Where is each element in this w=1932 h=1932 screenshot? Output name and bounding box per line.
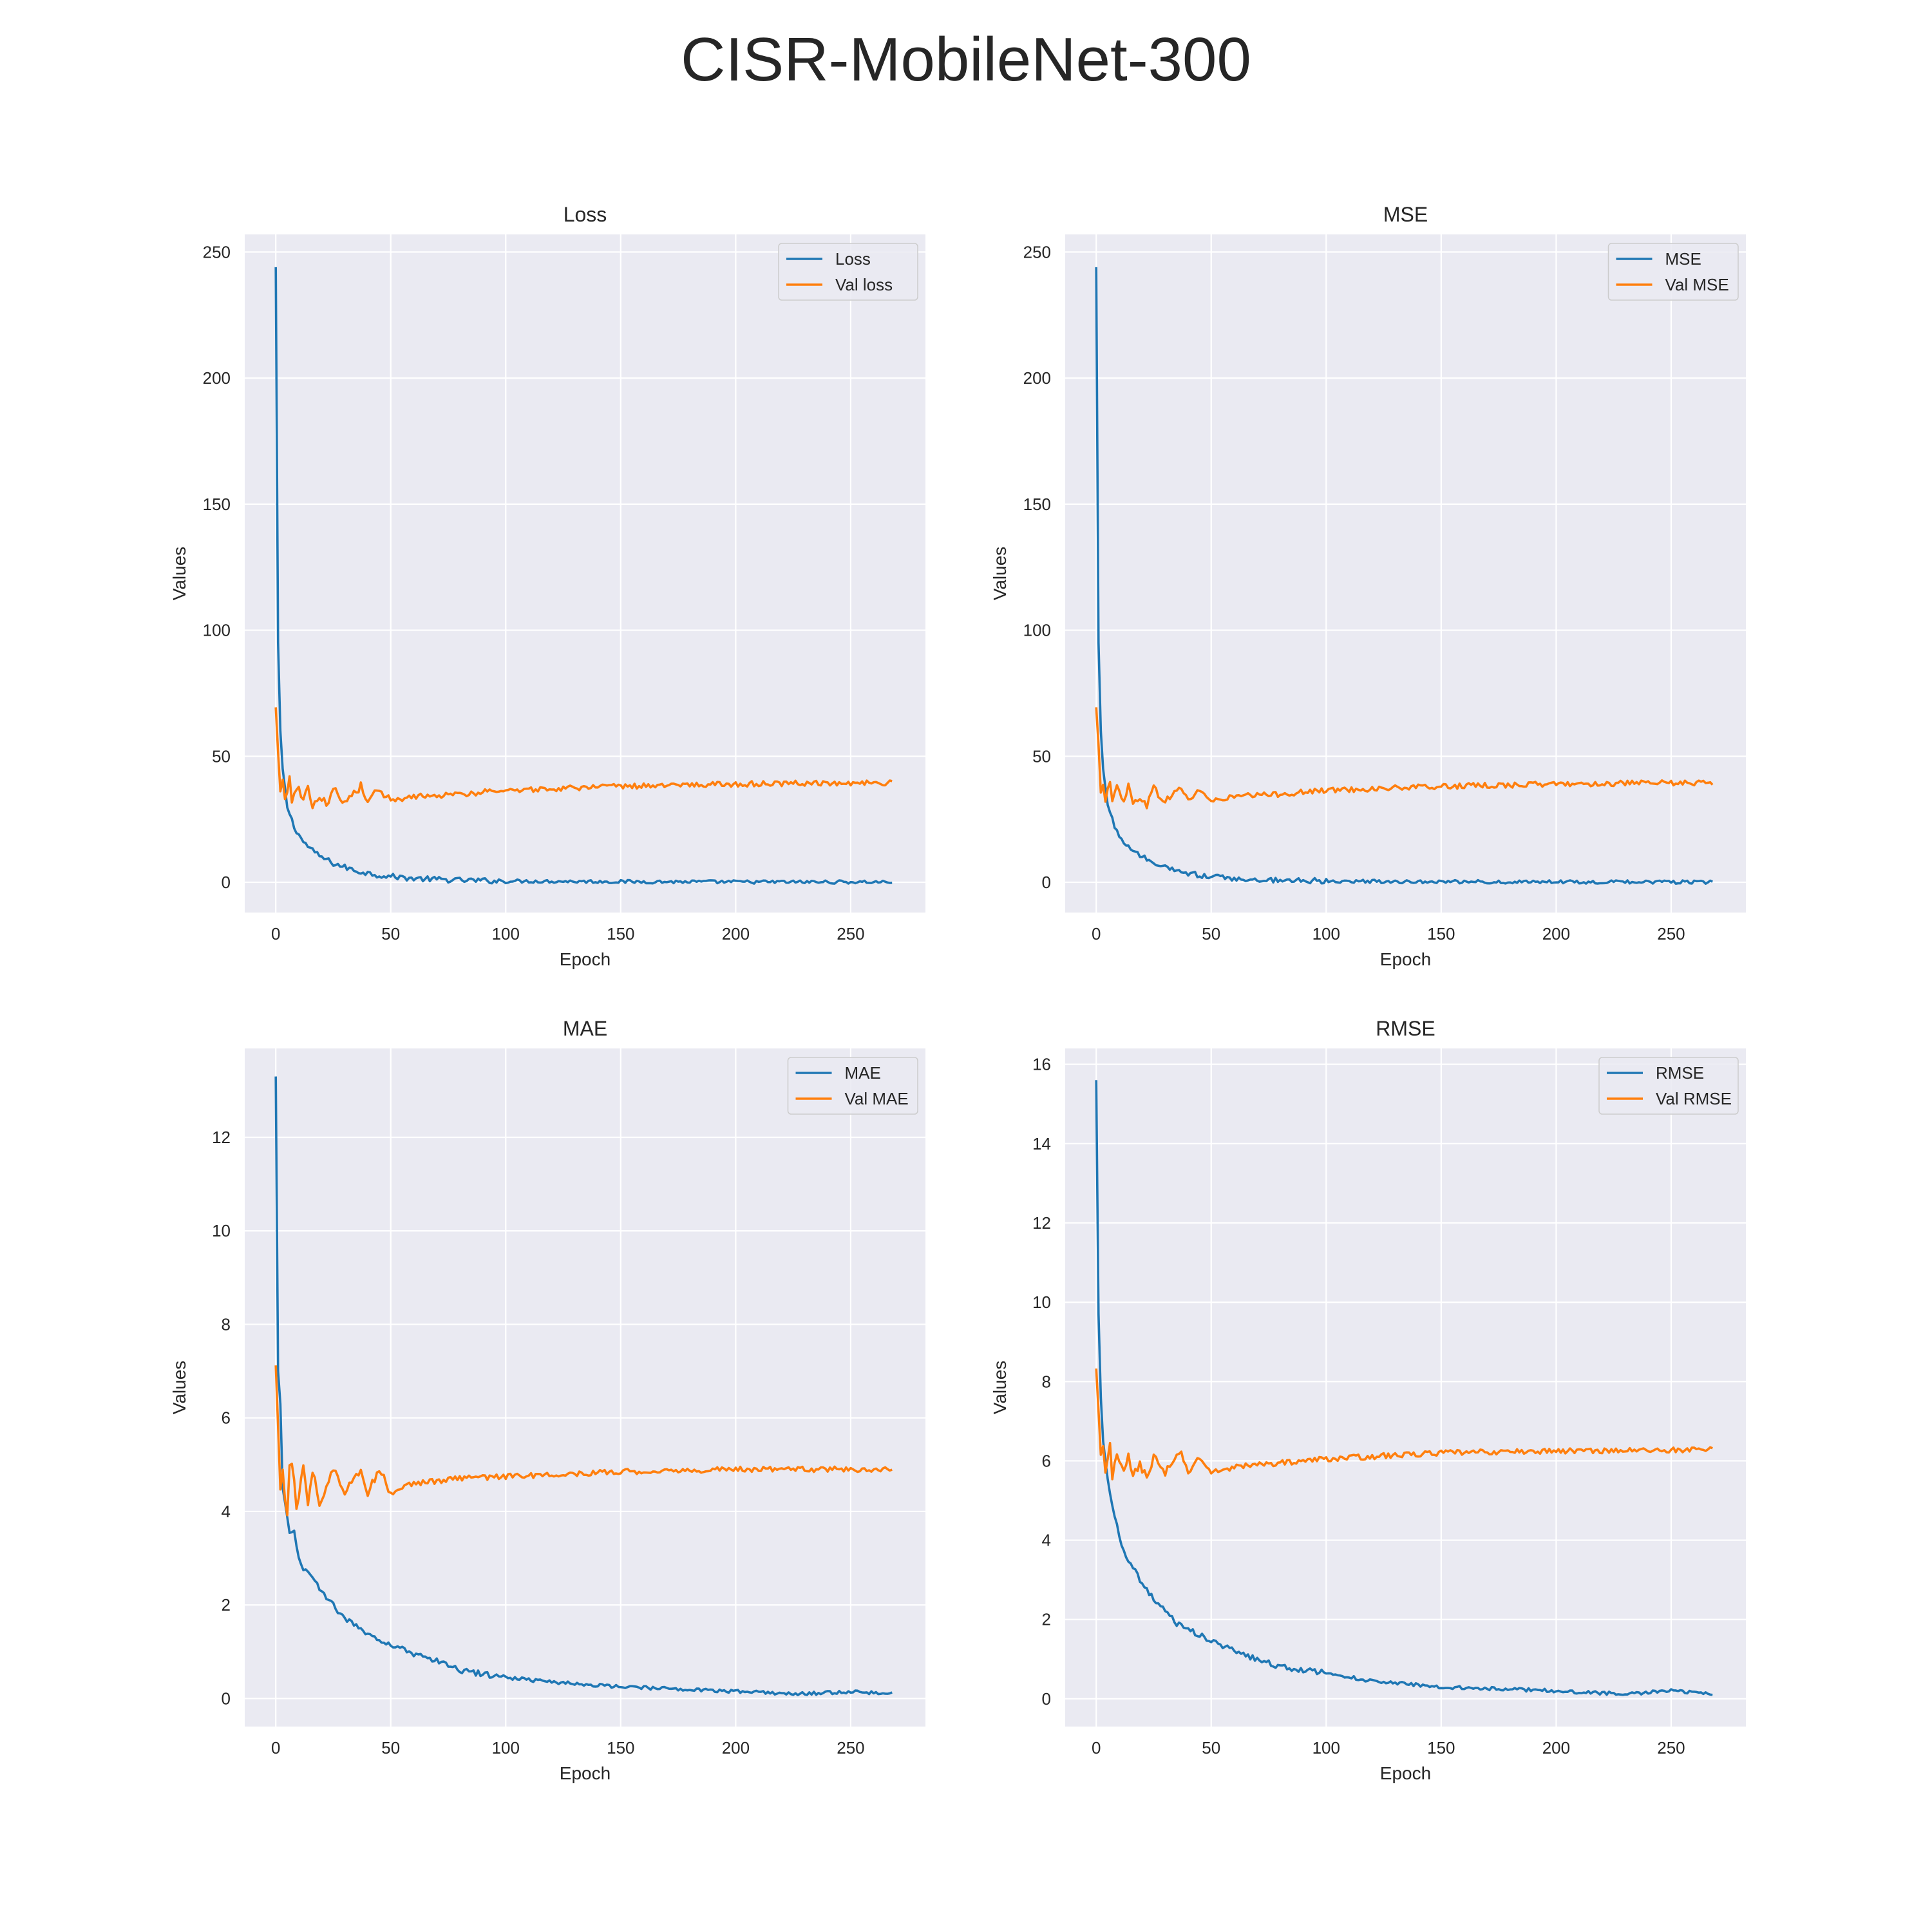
y-tick-label: 4 [222,1502,231,1521]
plot-background [245,1048,925,1727]
plot-background [245,234,925,913]
plot-background [1065,1048,1746,1727]
y-tick-label: 250 [1023,242,1051,261]
legend-label: RMSE [1656,1063,1704,1083]
y-axis-label: Values [169,1361,189,1415]
plot-background [1065,234,1746,913]
x-tick-label: 250 [1657,924,1685,943]
y-tick-label: 200 [203,368,231,388]
x-tick-label: 100 [1312,1738,1340,1757]
legend: Loss Val loss [778,243,918,301]
y-tick-label: 50 [1032,746,1051,766]
x-tick-label: 200 [722,924,750,943]
legend-frame [1607,243,1739,301]
y-axis-label: Values [990,1361,1010,1415]
x-tick-label: 0 [1092,1738,1101,1757]
series-line-val-loss [274,707,893,810]
series-line-val-rmse [1095,1368,1713,1481]
subplot-loss: 0 50 100 150 200 250 0 50 100 150 200 250 Epoch Value… [169,203,925,969]
subplot-title: MAE [563,1017,607,1040]
x-tick-label: 150 [607,1738,634,1757]
y-tick-label: 2 [222,1595,231,1615]
x-tick-label: 250 [837,1738,864,1757]
legend: MAE Val MAE [787,1057,918,1115]
legend-label: Loss [835,249,871,269]
x-tick-label: 200 [722,1738,750,1757]
x-tick-label: 250 [837,924,864,943]
y-tick-label: 50 [212,746,231,766]
x-tick-label: 200 [1542,924,1570,943]
y-tick-label: 6 [1042,1451,1051,1470]
x-tick-label: 100 [492,1738,520,1757]
y-tick-label: 0 [222,1689,231,1708]
x-tick-label: 50 [381,1738,400,1757]
x-tick-label: 250 [1657,1738,1685,1757]
y-tick-label: 100 [1023,621,1051,640]
x-axis-label: Epoch [1380,949,1431,969]
x-tick-label: 100 [492,924,520,943]
x-tick-label: 50 [381,924,400,943]
y-tick-label: 10 [212,1221,231,1240]
legend-label: Val MSE [1665,275,1729,294]
subplot-rmse: 0 50 100 150 200 250 0 2 4 6 8 10 12 14 16 Epoch Values R… [990,1017,1746,1783]
x-axis-label: Epoch [1380,1763,1431,1783]
y-tick-label: 6 [222,1408,231,1428]
y-tick-label: 8 [1042,1372,1051,1391]
y-tick-label: 150 [1023,495,1051,514]
y-tick-label: 0 [222,873,231,892]
x-axis-label: Epoch [560,1763,611,1783]
y-tick-label: 4 [1042,1531,1051,1550]
subplot-title: RMSE [1376,1017,1435,1040]
legend-label: Val loss [835,275,893,294]
y-tick-label: 16 [1032,1055,1051,1074]
x-tick-label: 150 [1427,924,1455,943]
x-tick-label: 150 [1427,1738,1455,1757]
y-tick-label: 12 [1032,1213,1051,1233]
y-tick-label: 100 [203,621,231,640]
series-line-mse [1095,267,1713,885]
series-line-loss [274,267,893,885]
legend-label: Val RMSE [1656,1089,1732,1108]
y-tick-label: 0 [1042,1689,1051,1709]
y-tick-label: 250 [203,242,231,261]
x-axis-label: Epoch [560,949,611,969]
y-tick-label: 200 [1023,368,1051,388]
subplot-title: MSE [1383,203,1428,226]
series-line-val-mse [1095,707,1714,810]
y-tick-label: 0 [1042,873,1051,892]
y-tick-label: 2 [1042,1610,1051,1629]
legend-frame [778,243,918,301]
x-tick-label: 150 [607,924,634,943]
x-tick-label: 50 [1202,924,1220,943]
series-line-mae [274,1076,893,1696]
y-tick-label: 8 [222,1314,231,1334]
legend-label: MAE [845,1063,881,1083]
subplot-title: Loss [564,203,607,226]
y-tick-label: 150 [203,495,231,514]
x-tick-label: 50 [1202,1738,1220,1757]
legend-label: Val MAE [845,1089,909,1108]
subplot-mae: 0 50 100 150 200 250024681012EpochValuesMAEMA… [169,1017,925,1783]
series-line-rmse [1095,1080,1713,1696]
legend-frame [787,1057,918,1115]
legend-label: MSE [1665,249,1701,269]
y-axis-label: Values [169,547,189,601]
legend-frame [1598,1057,1739,1115]
x-tick-label: 0 [271,924,280,943]
x-tick-label: 0 [1092,924,1101,943]
y-axis-label: Values [990,547,1010,601]
y-tick-label: 12 [212,1128,231,1147]
subplot-mse: 0 50 100 150 200 250 0 50 100 150 200 250 Epoch Value… [990,203,1746,969]
legend: MSE Val MSE [1607,243,1739,301]
series-line-val-mae [274,1365,893,1517]
legend: RMSE Val RMSE [1598,1057,1739,1115]
x-tick-label: 100 [1312,924,1340,943]
y-tick-label: 10 [1032,1293,1051,1312]
figure-title: CISR-MobileNet-300 [681,25,1251,94]
x-tick-label: 0 [271,1738,280,1757]
y-tick-label: 14 [1032,1134,1051,1153]
x-tick-label: 200 [1542,1738,1570,1757]
